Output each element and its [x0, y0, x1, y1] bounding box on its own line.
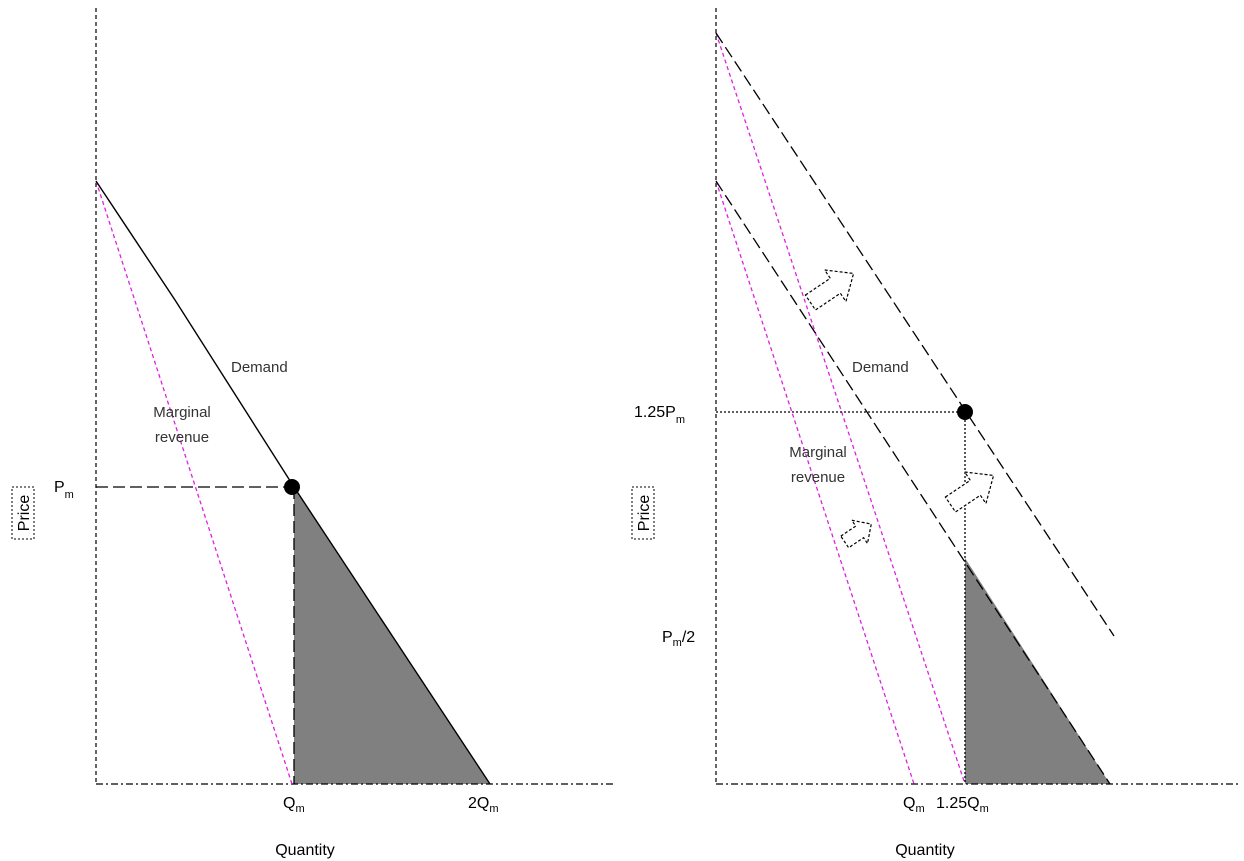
shift-arrow-mr	[839, 519, 872, 549]
shift-arrow-upper	[804, 269, 855, 311]
right-x-axis-label: Quantity	[895, 842, 955, 859]
svg-text:Price: Price	[636, 495, 653, 532]
left-panel: Pm Qm 2Qm Demand Marginal revenue Quanti…	[11, 8, 615, 859]
right-demand-label: Demand	[852, 359, 909, 376]
left-demand-label: Demand	[231, 359, 288, 376]
left-price-label: Pm	[54, 479, 74, 501]
right-panel: 1.25Pm Pm/2 Qm 1.25Qm Demand Marginal re…	[631, 8, 1238, 859]
right-mr-label-line1: Marginal	[789, 444, 847, 461]
right-qty-label-125qm: 1.25Qm	[936, 795, 989, 815]
right-qty-label-qm: Qm	[903, 795, 925, 815]
left-demand-line	[95, 180, 491, 785]
left-y-axis-label: Price	[11, 486, 35, 540]
shift-arrow-lower	[944, 471, 995, 513]
right-price-high-label: 1.25Pm	[634, 404, 685, 426]
left-marginal-revenue-line	[95, 180, 293, 785]
right-demand-shifted	[715, 32, 1115, 637]
left-equilibrium-point	[284, 479, 300, 495]
left-mr-label-line1: Marginal	[153, 404, 211, 421]
right-marginal-revenue-original	[715, 180, 915, 785]
svg-text:Price: Price	[16, 495, 33, 532]
right-y-axis-label: Price	[631, 486, 655, 540]
right-equilibrium-point	[957, 404, 973, 420]
right-mr-label-line2: revenue	[791, 469, 845, 486]
right-price-low-label: Pm/2	[662, 629, 695, 649]
left-qty-label-qm: Qm	[283, 795, 305, 815]
left-mr-label-line2: revenue	[155, 429, 209, 446]
right-marginal-revenue-shifted	[715, 32, 966, 785]
left-qty-label-2qm: 2Qm	[468, 795, 499, 815]
left-x-axis-label: Quantity	[275, 842, 335, 859]
right-demand-original	[715, 180, 1111, 785]
